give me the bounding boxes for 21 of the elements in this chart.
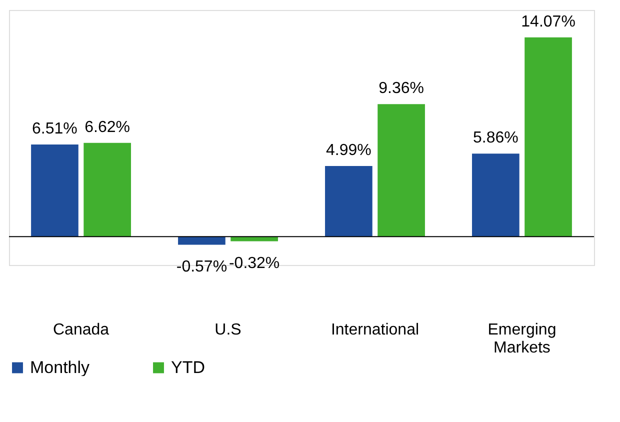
bar	[84, 142, 131, 237]
x-tick-label: Emerging Markets	[488, 322, 556, 356]
data-label: 14.07%	[521, 13, 576, 30]
data-label: -0.57%	[176, 258, 228, 276]
bar	[524, 37, 572, 237]
data-label: 5.86%	[472, 130, 518, 147]
x-tick-label: U.S	[214, 322, 242, 338]
legend-label: Monthly	[30, 358, 90, 377]
x-tick-label: International	[330, 322, 420, 338]
data-label: 6.62%	[84, 118, 130, 136]
data-label: -0.32%	[228, 255, 280, 272]
bar	[378, 104, 425, 237]
data-label: 4.99%	[326, 142, 372, 159]
bar	[31, 144, 78, 237]
legend-label: YTD	[171, 358, 205, 377]
data-label: 9.36%	[378, 80, 424, 98]
bar	[325, 166, 372, 237]
x-tick-label: Canada	[53, 322, 110, 338]
data-label: 6.51%	[32, 120, 78, 138]
bar	[178, 236, 226, 245]
bar	[472, 154, 520, 237]
